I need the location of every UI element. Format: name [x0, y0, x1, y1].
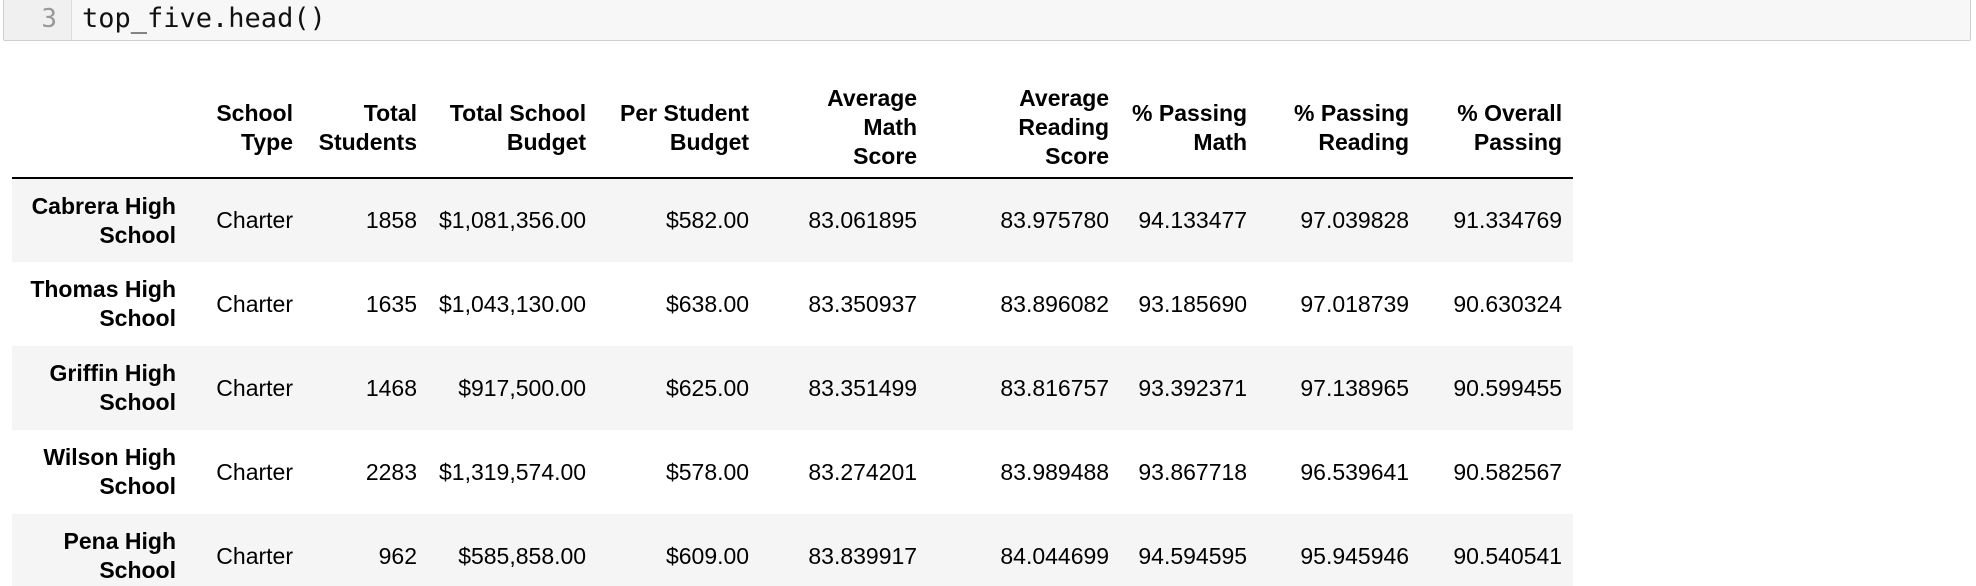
cell-school-type: Charter	[216, 374, 293, 401]
column-header-average-math-score: Average Math Score	[760, 82, 929, 179]
cell-average-reading-score: 84.044699	[1000, 542, 1110, 569]
column-header-average-reading-score: Average Reading Score	[928, 82, 1121, 179]
cell-per-student-budget: $638.00	[665, 290, 750, 317]
cell-passing-math: 93.392371	[1138, 374, 1248, 401]
cell-passing-math: 94.594595	[1138, 542, 1248, 569]
cell-total-students: 1635	[365, 290, 417, 317]
cell-school-type: Charter	[216, 458, 293, 485]
column-header-passing-math: % Passing Math	[1120, 82, 1259, 179]
header-row: School Type Total Students Total School Bud…	[12, 82, 1574, 179]
cell-overall-passing: 90.540541	[1453, 542, 1563, 569]
index-header	[12, 82, 187, 179]
code-line[interactable]: top_five.head()	[82, 3, 326, 34]
line-number: 3	[41, 3, 57, 34]
row-index-label: Wilson High School	[43, 444, 176, 499]
cell-total-school-budget: $585,858.00	[458, 542, 587, 569]
cell-overall-passing: 90.599455	[1453, 374, 1563, 401]
column-header-total-school-budget: Total School Budget	[428, 82, 598, 179]
row-index-label: Cabrera High School	[31, 192, 176, 248]
cell-per-student-budget: $625.00	[665, 374, 750, 401]
cell-average-math-score: 83.350937	[808, 290, 918, 317]
column-header-passing-reading: % Passing Reading	[1258, 82, 1421, 179]
table-row: Cabrera High School Charter 1858 $1,081,3…	[12, 178, 1574, 262]
dataframe-table: School Type Total Students Total School Bud…	[12, 82, 1574, 586]
cell-average-reading-score: 83.975780	[1000, 207, 1110, 233]
cell-school-type: Charter	[216, 542, 293, 569]
cell-average-reading-score: 83.896082	[1000, 290, 1110, 317]
line-number-gutter: 3	[4, 0, 72, 40]
cell-per-student-budget: $578.00	[665, 458, 750, 485]
column-header-overall-passing: % Overall Passing	[1420, 82, 1574, 179]
cell-average-math-score: 83.061895	[808, 207, 918, 233]
cell-total-students: 962	[378, 542, 417, 569]
cell-passing-math: 93.867718	[1138, 458, 1248, 485]
code-cell[interactable]: 3 top_five.head()	[3, 0, 1971, 41]
cell-total-school-budget: $917,500.00	[458, 374, 587, 401]
cell-total-students: 1858	[365, 207, 417, 233]
cell-overall-passing: 90.630324	[1453, 290, 1563, 317]
row-index-label: Pena High School	[63, 528, 176, 583]
cell-average-math-score: 83.274201	[808, 458, 918, 485]
cell-passing-math: 94.133477	[1138, 207, 1248, 233]
cell-passing-math: 93.185690	[1138, 290, 1248, 317]
cell-passing-reading: 97.039828	[1300, 207, 1410, 233]
cell-total-students: 1468	[365, 374, 417, 401]
cell-total-school-budget: $1,319,574.00	[439, 458, 587, 485]
cell-school-type: Charter	[216, 207, 293, 233]
column-header-total-students: Total Students	[304, 82, 428, 179]
cell-average-math-score: 83.839917	[808, 542, 918, 569]
table-row: Griffin High School Charter 1468 $917,500…	[12, 346, 1574, 430]
cell-per-student-budget: $582.00	[665, 207, 750, 233]
cell-total-school-budget: $1,081,356.00	[439, 207, 587, 233]
column-header-school-type: School Type	[187, 82, 304, 179]
column-header-per-student-budget: Per Student Budget	[597, 82, 761, 179]
cell-overall-passing: 90.582567	[1453, 458, 1563, 485]
cell-passing-reading: 96.539641	[1300, 458, 1410, 485]
cell-passing-reading: 97.138965	[1300, 374, 1410, 401]
cell-school-type: Charter	[216, 290, 293, 317]
row-index-label: Griffin High School	[49, 360, 176, 415]
cell-average-reading-score: 83.989488	[1000, 458, 1110, 485]
cell-average-reading-score: 83.816757	[1000, 374, 1110, 401]
table-row: Wilson High School Charter 2283 $1,319,57…	[12, 430, 1574, 514]
row-index-label: Thomas High School	[30, 276, 176, 331]
cell-total-students: 2283	[365, 458, 417, 485]
cell-passing-reading: 95.945946	[1300, 542, 1410, 569]
cell-overall-passing: 91.334769	[1453, 207, 1563, 233]
cell-average-math-score: 83.351499	[808, 374, 918, 401]
cell-passing-reading: 97.018739	[1300, 290, 1410, 317]
cell-per-student-budget: $609.00	[665, 542, 750, 569]
cell-total-school-budget: $1,043,130.00	[439, 290, 587, 317]
table-row: Thomas High School Charter 1635 $1,043,13…	[12, 262, 1574, 346]
table-row: Pena High School Charter 962 $585,858.00 …	[12, 514, 1574, 586]
